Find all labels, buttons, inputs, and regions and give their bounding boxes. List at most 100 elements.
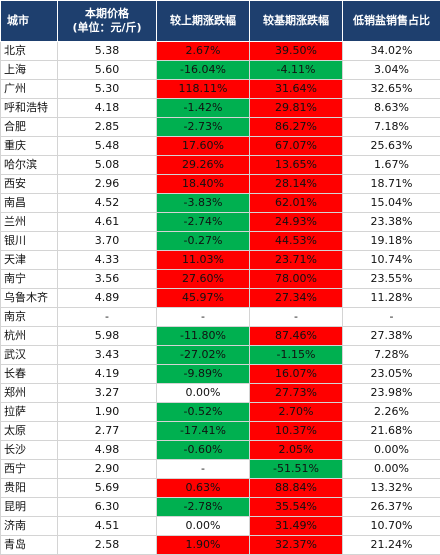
cell-price: 5.60 — [58, 61, 157, 80]
cell-low-share: - — [343, 308, 440, 327]
cell-price: 6.30 — [58, 498, 157, 517]
cell-city: 重庆 — [1, 137, 58, 156]
cell-mom-change: - — [157, 460, 250, 479]
cell-low-share: 15.04% — [343, 194, 440, 213]
cell-yoy-change: 16.07% — [250, 365, 343, 384]
cell-city: 哈尔滨 — [1, 156, 58, 175]
cell-low-share: 23.05% — [343, 365, 440, 384]
cell-yoy-change: 13.65% — [250, 156, 343, 175]
cell-city: 南京 — [1, 308, 58, 327]
cell-low-share: 19.18% — [343, 232, 440, 251]
cell-city: 杭州 — [1, 327, 58, 346]
cell-low-share: 34.02% — [343, 42, 440, 61]
cell-price: 3.27 — [58, 384, 157, 403]
cell-price: 2.58 — [58, 536, 157, 555]
header-price-title: 本期价格 — [60, 7, 154, 21]
cell-yoy-change: 27.73% — [250, 384, 343, 403]
cell-city: 南昌 — [1, 194, 58, 213]
cell-mom-change: -2.73% — [157, 118, 250, 137]
cell-city: 青岛 — [1, 536, 58, 555]
table-row: 南京---- — [1, 308, 440, 327]
cell-city: 太原 — [1, 422, 58, 441]
header-row: 城市 本期价格 (单位：元/斤) 较上期涨跌幅 较基期涨跌幅 低销盐销售占比 — [1, 1, 440, 42]
cell-low-share: 0.00% — [343, 460, 440, 479]
cell-mom-change: 0.63% — [157, 479, 250, 498]
cell-city: 银川 — [1, 232, 58, 251]
header-yoy: 较基期涨跌幅 — [250, 1, 343, 42]
cell-price: 5.69 — [58, 479, 157, 498]
cell-city: 贵阳 — [1, 479, 58, 498]
cell-city: 南宁 — [1, 270, 58, 289]
header-mom: 较上期涨跌幅 — [157, 1, 250, 42]
cell-mom-change: 17.60% — [157, 137, 250, 156]
cell-mom-change: -0.27% — [157, 232, 250, 251]
cell-mom-change: -11.80% — [157, 327, 250, 346]
cell-city: 武汉 — [1, 346, 58, 365]
cell-mom-change: 27.60% — [157, 270, 250, 289]
cell-low-share: 10.74% — [343, 251, 440, 270]
header-low-share: 低销盐销售占比 — [343, 1, 440, 42]
cell-mom-change: 0.00% — [157, 517, 250, 536]
cell-yoy-change: 24.93% — [250, 213, 343, 232]
cell-city: 昆明 — [1, 498, 58, 517]
cell-yoy-change: 88.84% — [250, 479, 343, 498]
cell-low-share: 1.67% — [343, 156, 440, 175]
cell-yoy-change: 31.64% — [250, 80, 343, 99]
header-city: 城市 — [1, 1, 58, 42]
cell-city: 济南 — [1, 517, 58, 536]
cell-yoy-change: 27.34% — [250, 289, 343, 308]
cell-mom-change: 2.67% — [157, 42, 250, 61]
cell-yoy-change: -4.11% — [250, 61, 343, 80]
cell-yoy-change: 35.54% — [250, 498, 343, 517]
cell-price: 4.89 — [58, 289, 157, 308]
cell-low-share: 2.26% — [343, 403, 440, 422]
cell-mom-change: 29.26% — [157, 156, 250, 175]
cell-low-share: 0.00% — [343, 441, 440, 460]
cell-low-share: 26.37% — [343, 498, 440, 517]
cell-yoy-change: 31.49% — [250, 517, 343, 536]
cell-price: 2.96 — [58, 175, 157, 194]
cell-mom-change: -9.89% — [157, 365, 250, 384]
cell-price: 5.38 — [58, 42, 157, 61]
cell-yoy-change: 67.07% — [250, 137, 343, 156]
cell-mom-change: 11.03% — [157, 251, 250, 270]
cell-price: 5.98 — [58, 327, 157, 346]
cell-price: 5.08 — [58, 156, 157, 175]
cell-city: 上海 — [1, 61, 58, 80]
cell-city: 广州 — [1, 80, 58, 99]
cell-mom-change: -2.78% — [157, 498, 250, 517]
cell-yoy-change: - — [250, 308, 343, 327]
cell-yoy-change: 62.01% — [250, 194, 343, 213]
cell-yoy-change: 29.81% — [250, 99, 343, 118]
cell-city: 合肥 — [1, 118, 58, 137]
cell-low-share: 11.28% — [343, 289, 440, 308]
cell-low-share: 8.63% — [343, 99, 440, 118]
cell-price: 3.70 — [58, 232, 157, 251]
cell-low-share: 23.38% — [343, 213, 440, 232]
cell-price: 4.52 — [58, 194, 157, 213]
cell-low-share: 7.28% — [343, 346, 440, 365]
cell-yoy-change: 28.14% — [250, 175, 343, 194]
cell-mom-change: -16.04% — [157, 61, 250, 80]
cell-mom-change: -27.02% — [157, 346, 250, 365]
cell-price: 4.33 — [58, 251, 157, 270]
cell-mom-change: -17.41% — [157, 422, 250, 441]
